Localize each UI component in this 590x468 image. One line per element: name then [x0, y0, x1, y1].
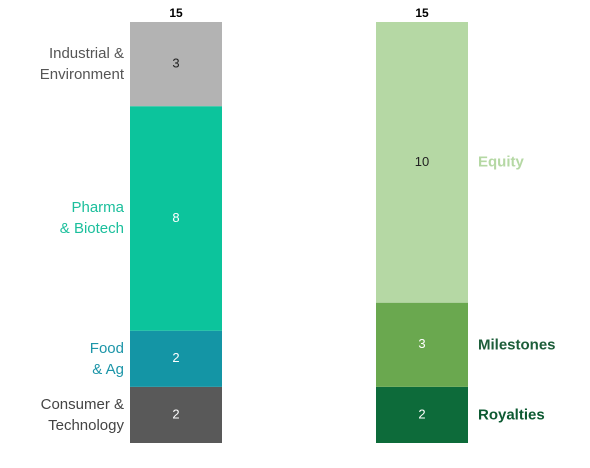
bar-segment	[376, 22, 468, 303]
bar-total: 15	[415, 6, 429, 20]
segment-label: Consumer & Technology	[40, 395, 124, 434]
bar-segment	[376, 302, 468, 387]
value-label: 2	[172, 350, 179, 365]
bar-segment	[130, 106, 222, 331]
segment-label: Food & Ag	[89, 339, 124, 378]
value-label: 2	[418, 406, 425, 421]
bar-total: 15	[169, 6, 183, 20]
segment-label: Equity	[478, 153, 524, 171]
value-label: 3	[418, 336, 425, 351]
segment-label: Industrial & Environment	[39, 45, 124, 84]
segment-label: Pharma & Biotech	[59, 199, 124, 238]
bar-segment	[130, 330, 222, 387]
value-label: 10	[415, 154, 429, 169]
bar-segment	[130, 386, 222, 443]
value-label: 8	[172, 210, 179, 225]
bar-segment	[376, 386, 468, 443]
segment-label: Milestones	[478, 336, 556, 354]
value-label: 2	[172, 406, 179, 421]
value-label: 3	[172, 56, 179, 71]
bar-segment	[130, 22, 222, 107]
segment-label: Royalties	[478, 406, 545, 424]
